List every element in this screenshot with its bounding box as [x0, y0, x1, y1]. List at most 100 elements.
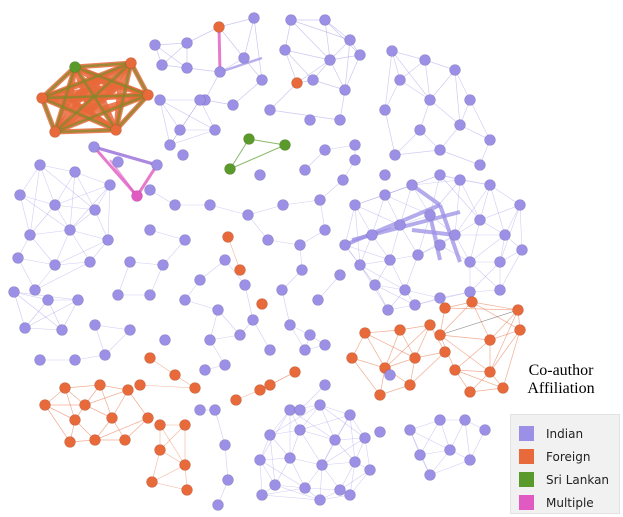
network-edge — [159, 424, 186, 451]
node-indian — [102, 234, 114, 246]
node-indian — [344, 409, 356, 421]
node-indian — [329, 434, 341, 446]
network-edge — [259, 459, 263, 496]
network-edge — [218, 17, 255, 28]
node-sri-lankan — [243, 133, 255, 145]
node-indian — [214, 66, 226, 78]
network-edge — [290, 19, 351, 41]
node-foreign — [264, 379, 276, 391]
node-indian — [284, 319, 296, 331]
network-edge — [232, 79, 263, 106]
network-edge — [489, 309, 519, 373]
network-edge — [84, 389, 129, 406]
node-indian — [194, 404, 206, 416]
network-edge — [454, 179, 461, 236]
node-indian — [84, 256, 96, 268]
network-edge — [454, 369, 504, 389]
node-indian — [459, 414, 471, 426]
network-edge — [13, 291, 49, 301]
network-edge — [24, 299, 79, 329]
network-edge — [161, 42, 188, 66]
network-edge — [399, 224, 419, 256]
node-indian — [304, 114, 316, 126]
network-edge — [339, 469, 371, 491]
node-indian — [349, 456, 361, 468]
node-indian — [144, 289, 156, 301]
node-indian — [344, 489, 356, 501]
network-edge — [29, 234, 56, 266]
network-edge — [54, 239, 109, 266]
network-edge — [317, 274, 341, 301]
legend-label-sri-lankan: Sri Lankan — [546, 472, 610, 487]
node-indian — [14, 189, 26, 201]
network-edge — [151, 464, 186, 483]
node-indian — [379, 189, 391, 201]
node-indian — [194, 94, 206, 106]
network-edge — [74, 171, 96, 211]
network-edge — [54, 128, 117, 134]
network-edge — [394, 149, 441, 156]
node-indian — [34, 354, 46, 366]
network-edge — [40, 97, 57, 133]
network-edge — [41, 96, 117, 132]
network-edge — [41, 66, 76, 99]
node-indian — [319, 144, 331, 156]
node-foreign — [39, 399, 51, 411]
node-indian — [19, 322, 31, 334]
legend-title-line2: Affiliation — [527, 380, 595, 397]
network-edge — [41, 93, 149, 100]
node-indian — [219, 254, 231, 266]
network-edge — [162, 239, 186, 266]
node-foreign — [89, 434, 101, 446]
node-foreign — [142, 89, 154, 101]
node-foreign — [144, 352, 156, 364]
node-indian — [254, 454, 266, 466]
network-edge — [290, 19, 331, 61]
network-edge — [429, 69, 456, 101]
node-foreign — [497, 382, 509, 394]
network-edge — [93, 145, 158, 167]
network-edge — [439, 309, 519, 336]
network-edge — [39, 164, 76, 173]
network-edge — [68, 97, 92, 115]
node-foreign — [146, 476, 158, 488]
node-indian — [464, 286, 476, 298]
network-edge — [324, 19, 331, 61]
network-edge — [319, 404, 366, 439]
network-edge — [299, 384, 326, 411]
network-edge — [284, 49, 331, 61]
node-indian — [149, 39, 161, 51]
network-edge — [129, 62, 150, 96]
network-edge — [354, 204, 361, 266]
network-edge — [404, 289, 441, 299]
network-edge — [384, 324, 431, 369]
node-indian — [144, 184, 156, 196]
node-indian — [151, 159, 163, 171]
legend-label-indian: Indian — [546, 426, 584, 441]
network-edge — [34, 261, 91, 291]
network-edge — [69, 184, 111, 231]
node-indian — [299, 344, 311, 356]
network-edge — [219, 56, 263, 74]
node-indian — [424, 94, 436, 106]
network-edge — [218, 26, 245, 59]
network-edge — [404, 254, 419, 291]
network-edge — [214, 409, 226, 446]
node-indian — [154, 94, 166, 106]
node-indian — [314, 399, 326, 411]
network-edge — [17, 257, 56, 266]
node-indian — [42, 294, 54, 306]
node-indian — [314, 494, 326, 506]
node-foreign — [122, 384, 134, 396]
network-edge — [479, 184, 491, 221]
node-indian — [112, 289, 124, 301]
network-edge — [115, 94, 149, 131]
network-edge — [54, 261, 91, 266]
network-edge — [351, 357, 381, 396]
network-edge — [64, 387, 76, 421]
node-indian — [464, 94, 476, 106]
network-edge — [54, 171, 76, 206]
node-indian — [499, 229, 511, 241]
node-indian — [179, 234, 191, 246]
network-edge — [244, 284, 254, 321]
